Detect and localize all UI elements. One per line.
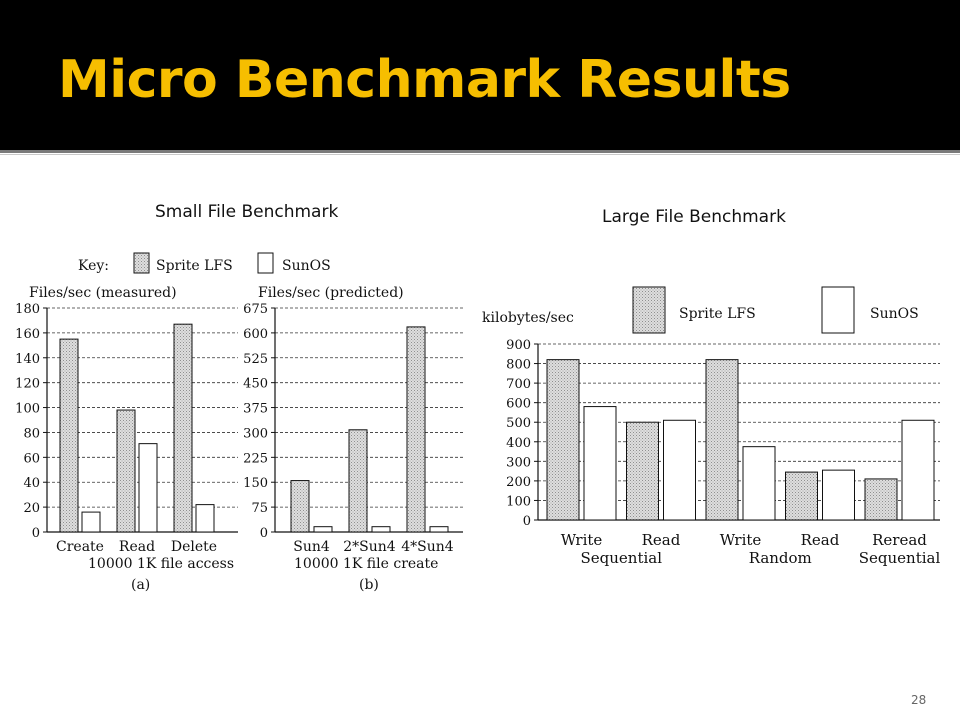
- x-category-label: Read: [642, 531, 681, 549]
- y-tick-label: 150: [243, 476, 268, 491]
- bar-sprite-lfs: [705, 359, 739, 521]
- y-tick-label: 100: [15, 402, 40, 417]
- x-category-label: 2*Sun4: [343, 539, 396, 555]
- bar-sprite-lfs: [116, 409, 136, 533]
- bar-sprite-lfs: [173, 323, 193, 533]
- key-sunos-label: SunOS: [282, 258, 331, 274]
- bar-sprite-lfs: [546, 359, 580, 521]
- legend-lfs-swatch: [632, 286, 666, 334]
- y-tick-label: 120: [15, 377, 40, 392]
- legend-lfs-label: Sprite LFS: [679, 306, 756, 322]
- x-category-label: Write: [561, 531, 603, 549]
- key-label: Key:: [78, 258, 109, 274]
- y-tick-label: 600: [243, 327, 268, 342]
- x-category-label: Reread: [872, 531, 927, 549]
- bar-sunos: [138, 443, 158, 533]
- legend-sunos-label: SunOS: [870, 306, 919, 322]
- bar-sprite-lfs: [406, 326, 426, 533]
- small-file-caption: Small File Benchmark: [155, 202, 339, 222]
- title-bar: [0, 0, 960, 150]
- y-tick-label: 300: [243, 426, 268, 441]
- key-lfs-swatch: [133, 252, 150, 274]
- bar-sunos: [313, 526, 333, 533]
- y-tick-label: 75: [251, 501, 268, 516]
- y-tick-label: 225: [243, 451, 268, 466]
- bar-sprite-lfs: [785, 471, 818, 521]
- chart-b-caption: (b): [359, 577, 379, 593]
- y-tick-label: 375: [243, 402, 268, 417]
- bar-sprite-lfs: [626, 421, 659, 521]
- y-tick-label: 20: [23, 501, 40, 516]
- key-lfs-label: Sprite LFS: [156, 258, 233, 274]
- bar-sunos: [371, 526, 391, 533]
- bar-sunos: [429, 526, 449, 533]
- y-tick-label: 525: [243, 352, 268, 367]
- chart-c: 0 100 200 300 400 500 600 700 800 900 Write Read Wri…: [506, 338, 940, 567]
- chart-b-xsub: 10000 1K file create: [294, 556, 438, 572]
- chart-a-xsub: 10000 1K file access: [88, 556, 234, 572]
- y-tick-label: 700: [506, 377, 531, 392]
- y-tick-label: 60: [23, 451, 40, 466]
- chart-c-ylabel: kilobytes/sec: [482, 310, 574, 326]
- y-tick-label: 900: [506, 338, 531, 353]
- chart-a: 0 20 40 60 80 100 120 140 160 180 Create Read Delete: [15, 302, 238, 555]
- chart-a-caption: (a): [131, 577, 150, 593]
- chart-b: 0 75 150 225 300 375 450 525 600 675 Sun4 2*Sun4 4*S…: [243, 302, 463, 555]
- x-group-label: Sequential: [859, 549, 941, 567]
- bar-sprite-lfs: [348, 429, 368, 533]
- bar-sunos: [81, 511, 101, 533]
- bar-sprite-lfs: [864, 478, 898, 521]
- bar-sunos: [195, 504, 215, 533]
- bar-sunos: [663, 419, 696, 521]
- y-tick-label: 675: [243, 302, 268, 317]
- large-file-caption: Large File Benchmark: [602, 207, 786, 227]
- title-divider: [0, 150, 960, 153]
- y-tick-label: 180: [15, 302, 40, 317]
- y-tick-label: 0: [260, 526, 268, 541]
- x-group-label: Sequential: [580, 549, 662, 567]
- page-number: 28: [911, 693, 927, 707]
- y-tick-label: 80: [23, 426, 40, 441]
- x-category-label: Read: [119, 539, 155, 555]
- bar-sprite-lfs: [59, 338, 79, 533]
- chart-a-ylabel: Files/sec (measured): [29, 285, 177, 301]
- y-tick-label: 200: [506, 475, 531, 490]
- chart-b-ylabel: Files/sec (predicted): [258, 285, 404, 301]
- slide-title: Micro Benchmark Results: [58, 50, 791, 110]
- y-tick-label: 300: [506, 455, 531, 470]
- y-tick-label: 160: [15, 327, 40, 342]
- x-category-label: Delete: [171, 539, 217, 555]
- x-group-label: Random: [749, 549, 812, 567]
- y-tick-label: 400: [506, 436, 531, 451]
- y-tick-label: 140: [15, 352, 40, 367]
- y-tick-label: 500: [506, 416, 531, 431]
- y-tick-label: 100: [506, 494, 531, 509]
- y-tick-label: 0: [523, 514, 531, 529]
- y-tick-label: 600: [506, 397, 531, 412]
- x-category-label: Read: [801, 531, 840, 549]
- bar-sunos: [742, 446, 776, 521]
- bar-sunos: [583, 406, 617, 521]
- y-tick-label: 450: [243, 377, 268, 392]
- y-tick-label: 800: [506, 358, 531, 373]
- x-category-label: Write: [720, 531, 762, 549]
- y-tick-label: 40: [23, 476, 40, 491]
- x-category-label: Sun4: [293, 539, 330, 555]
- bar-sunos: [901, 419, 935, 521]
- legend-sunos-swatch: [821, 286, 855, 334]
- key-sunos-swatch: [257, 252, 274, 274]
- bar-sprite-lfs: [290, 480, 310, 533]
- title-divider-light: [0, 154, 960, 155]
- x-category-label: 4*Sun4: [401, 539, 454, 555]
- x-category-label: Create: [56, 539, 104, 555]
- y-tick-label: 0: [32, 526, 40, 541]
- bar-sunos: [822, 469, 855, 521]
